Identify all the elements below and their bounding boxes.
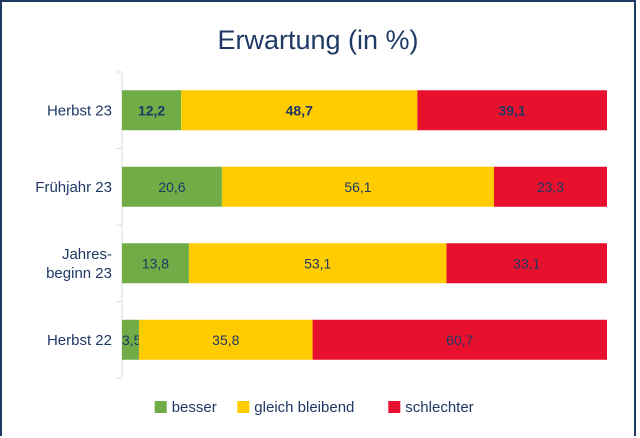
legend-swatch — [237, 401, 250, 413]
axis-layer: Herbst 23 Frühjahr 23 Jahres-beginn 23 Herb… — [35, 71, 123, 379]
data-label: 20,6 — [158, 179, 185, 195]
legend-swatch — [154, 401, 167, 413]
legend: besser gleich bleibend schlechter — [154, 399, 474, 416]
data-label: 53,1 — [304, 255, 331, 271]
bar-segment — [122, 166, 222, 207]
data-label: 12,2 — [138, 102, 165, 118]
chart-title: Erwartung (in %) — [217, 25, 418, 55]
bar-segment — [122, 319, 139, 360]
category-label: Jahres-beginn 23 — [46, 246, 112, 282]
bar-segment — [122, 243, 189, 284]
bar-segment — [122, 90, 182, 131]
legend-label: gleich bleibend — [254, 399, 354, 416]
bar-segment — [181, 90, 418, 131]
category-label: Frühjahr 23 — [35, 179, 112, 196]
data-label: 13,8 — [142, 255, 169, 271]
data-label: 60,7 — [446, 332, 473, 348]
bar-segment — [417, 90, 607, 131]
data-label: 33,1 — [513, 255, 540, 271]
data-label: 23,3 — [537, 179, 564, 195]
data-label: 39,1 — [499, 102, 526, 118]
bar-segment — [446, 243, 607, 284]
category-label: Herbst 23 — [47, 102, 112, 119]
bar-segment — [221, 166, 494, 207]
data-label: 3,5 — [122, 332, 142, 348]
category-label: Herbst 22 — [47, 332, 112, 349]
data-label: 56,1 — [344, 179, 371, 195]
bar-segment — [138, 319, 313, 360]
legend-swatch — [388, 401, 401, 413]
bar-segment — [312, 319, 607, 360]
data-label: 35,8 — [212, 332, 239, 348]
data-label: 48,7 — [286, 102, 313, 118]
bar-segment — [188, 243, 447, 284]
bar-segment — [493, 166, 607, 207]
legend-label: besser — [172, 399, 217, 416]
legend-label: schlechter — [405, 399, 473, 416]
bars-layer: 12,2 48,7 39,1 20,6 56,1 23,3 13,8 53,1 33,1 3,5 3… — [122, 90, 607, 360]
